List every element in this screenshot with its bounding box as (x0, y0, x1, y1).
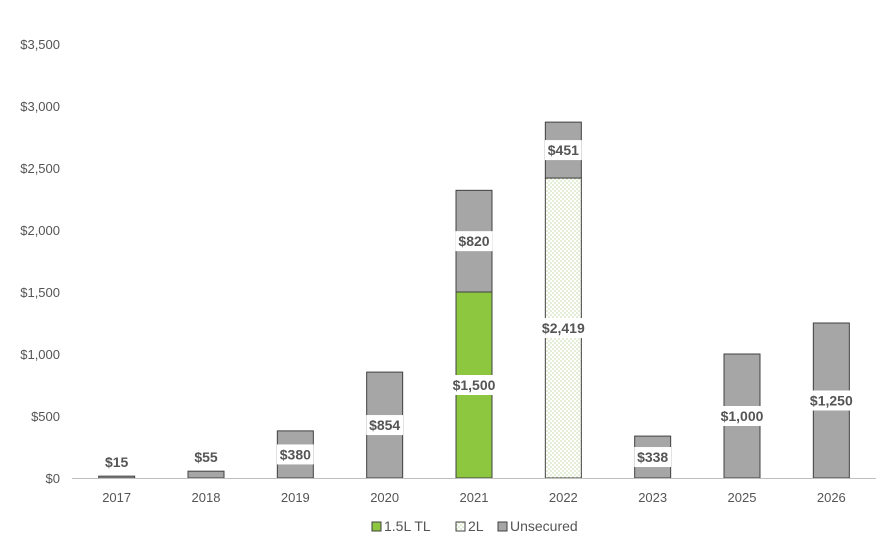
data-label: $1,000 (721, 408, 764, 424)
x-tick-label: 2023 (638, 490, 667, 505)
x-tick-label: 2026 (817, 490, 846, 505)
legend-swatch-1-5l-tl (371, 521, 382, 532)
y-axis: $0 $500 $1,000 $1,500 $2,000 $2,500 $3,000 $3,5… (20, 37, 60, 486)
data-labels: $15 $55 $380 $854 $1,500 $820 $2,419 $451 $338 $1… (102, 140, 858, 473)
y-tick-label: $3,000 (20, 99, 60, 114)
y-tick-label: $500 (31, 409, 60, 424)
data-label: $338 (637, 449, 668, 465)
data-label: $2,419 (542, 320, 585, 336)
x-tick-label: 2019 (281, 490, 310, 505)
data-label-background (102, 452, 131, 473)
y-tick-label: $2,000 (20, 223, 60, 238)
y-tick-label: $3,500 (20, 37, 60, 52)
x-tick-label: 2021 (460, 490, 489, 505)
bar-unsecured-2017 (98, 475, 136, 479)
legend-label: 1.5L TL (384, 518, 431, 534)
x-tick-label: 2025 (728, 490, 757, 505)
data-label-background (804, 390, 858, 411)
data-label: $1,250 (810, 393, 853, 409)
data-label-background (366, 415, 404, 436)
data-label: $451 (548, 142, 579, 158)
y-tick-label: $2,500 (20, 161, 60, 176)
data-label: $55 (194, 449, 218, 465)
x-tick-label: 2020 (370, 490, 399, 505)
x-tick-label: 2018 (192, 490, 221, 505)
data-label-background (715, 406, 769, 426)
legend-label: 2L (468, 518, 484, 534)
data-label-background (191, 447, 221, 468)
legend-label: Unsecured (510, 518, 578, 534)
data-label: $1,500 (453, 377, 496, 393)
y-tick-label: $1,000 (20, 347, 60, 362)
data-label-background (276, 444, 314, 465)
data-label: $854 (369, 417, 400, 433)
x-tick-label: 2022 (549, 490, 578, 505)
data-label-background (447, 375, 501, 395)
data-label-background (544, 140, 582, 161)
data-label: $820 (458, 233, 489, 249)
legend-swatch-2l (455, 521, 466, 532)
x-tick-label: 2017 (102, 490, 131, 505)
data-label-background (455, 231, 493, 252)
y-tick-label: $1,500 (20, 285, 60, 300)
legend-swatch-unsecured (497, 521, 508, 532)
y-tick-label: $0 (46, 471, 60, 486)
data-label-background (536, 318, 590, 339)
x-axis: 2017 2018 2019 2020 2021 2022 2023 2025 2026 (72, 478, 876, 505)
legend: 1.5L TL 2L Unsecured (371, 518, 578, 534)
data-label-background (634, 447, 672, 468)
bar-unsecured-2018 (187, 470, 225, 479)
data-label: $380 (280, 446, 311, 462)
data-label: $15 (105, 454, 129, 470)
